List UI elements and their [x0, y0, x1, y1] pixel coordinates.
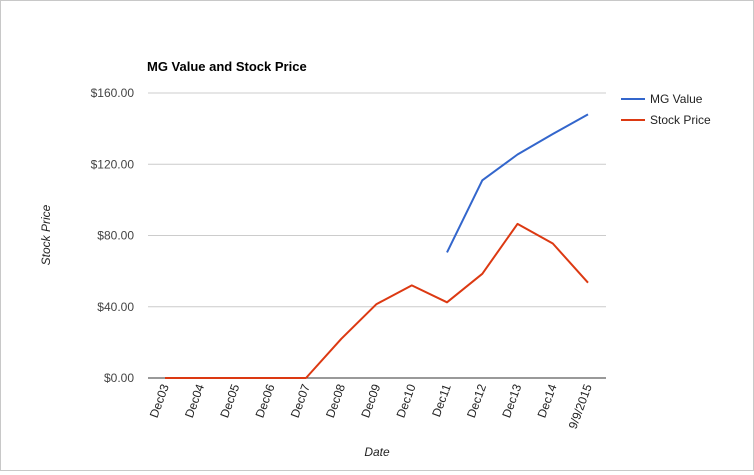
y-tick-label: $40.00 — [97, 300, 134, 314]
y-tick-label: $120.00 — [91, 157, 135, 171]
x-tick-label: Dec09 — [358, 382, 383, 420]
grid-lines — [148, 92, 606, 379]
x-tick-label: Dec06 — [253, 382, 278, 420]
x-tick-label: Dec03 — [147, 382, 172, 420]
y-axis-label: Stock Price — [39, 204, 53, 265]
x-tick-label: Dec08 — [323, 382, 348, 420]
x-tick-label: Dec07 — [288, 382, 313, 420]
x-tick-label: 9/9/2015 — [566, 382, 595, 431]
chart-title: MG Value and Stock Price — [147, 59, 307, 74]
x-tick-label: Dec11 — [429, 382, 454, 419]
x-tick-labels: Dec03 Dec04 Dec05 Dec06 Dec07 Dec08 Dec09 Dec10… — [147, 382, 595, 431]
legend: MG Value Stock Price — [621, 92, 711, 127]
legend-label-mg-value: MG Value — [650, 92, 703, 106]
x-tick-label: Dec04 — [182, 382, 207, 420]
series-line-mg-value — [446, 113, 589, 253]
series-line-stock-price — [165, 222, 589, 379]
y-tick-label: $160.00 — [91, 86, 135, 100]
legend-label-stock-price: Stock Price — [650, 113, 711, 127]
x-tick-label: Dec10 — [394, 382, 419, 420]
x-tick-label: Dec13 — [499, 382, 524, 420]
x-tick-label: Dec05 — [217, 382, 242, 420]
x-axis-label: Date — [364, 445, 390, 459]
y-tick-label: $0.00 — [104, 371, 134, 385]
x-tick-label: Dec12 — [464, 382, 489, 420]
series-lines — [165, 113, 589, 379]
y-tick-labels: $0.00 $40.00 $80.00 $120.00 $160.00 — [91, 86, 135, 385]
x-tick-label: Dec14 — [535, 382, 560, 420]
y-tick-label: $80.00 — [97, 229, 134, 243]
